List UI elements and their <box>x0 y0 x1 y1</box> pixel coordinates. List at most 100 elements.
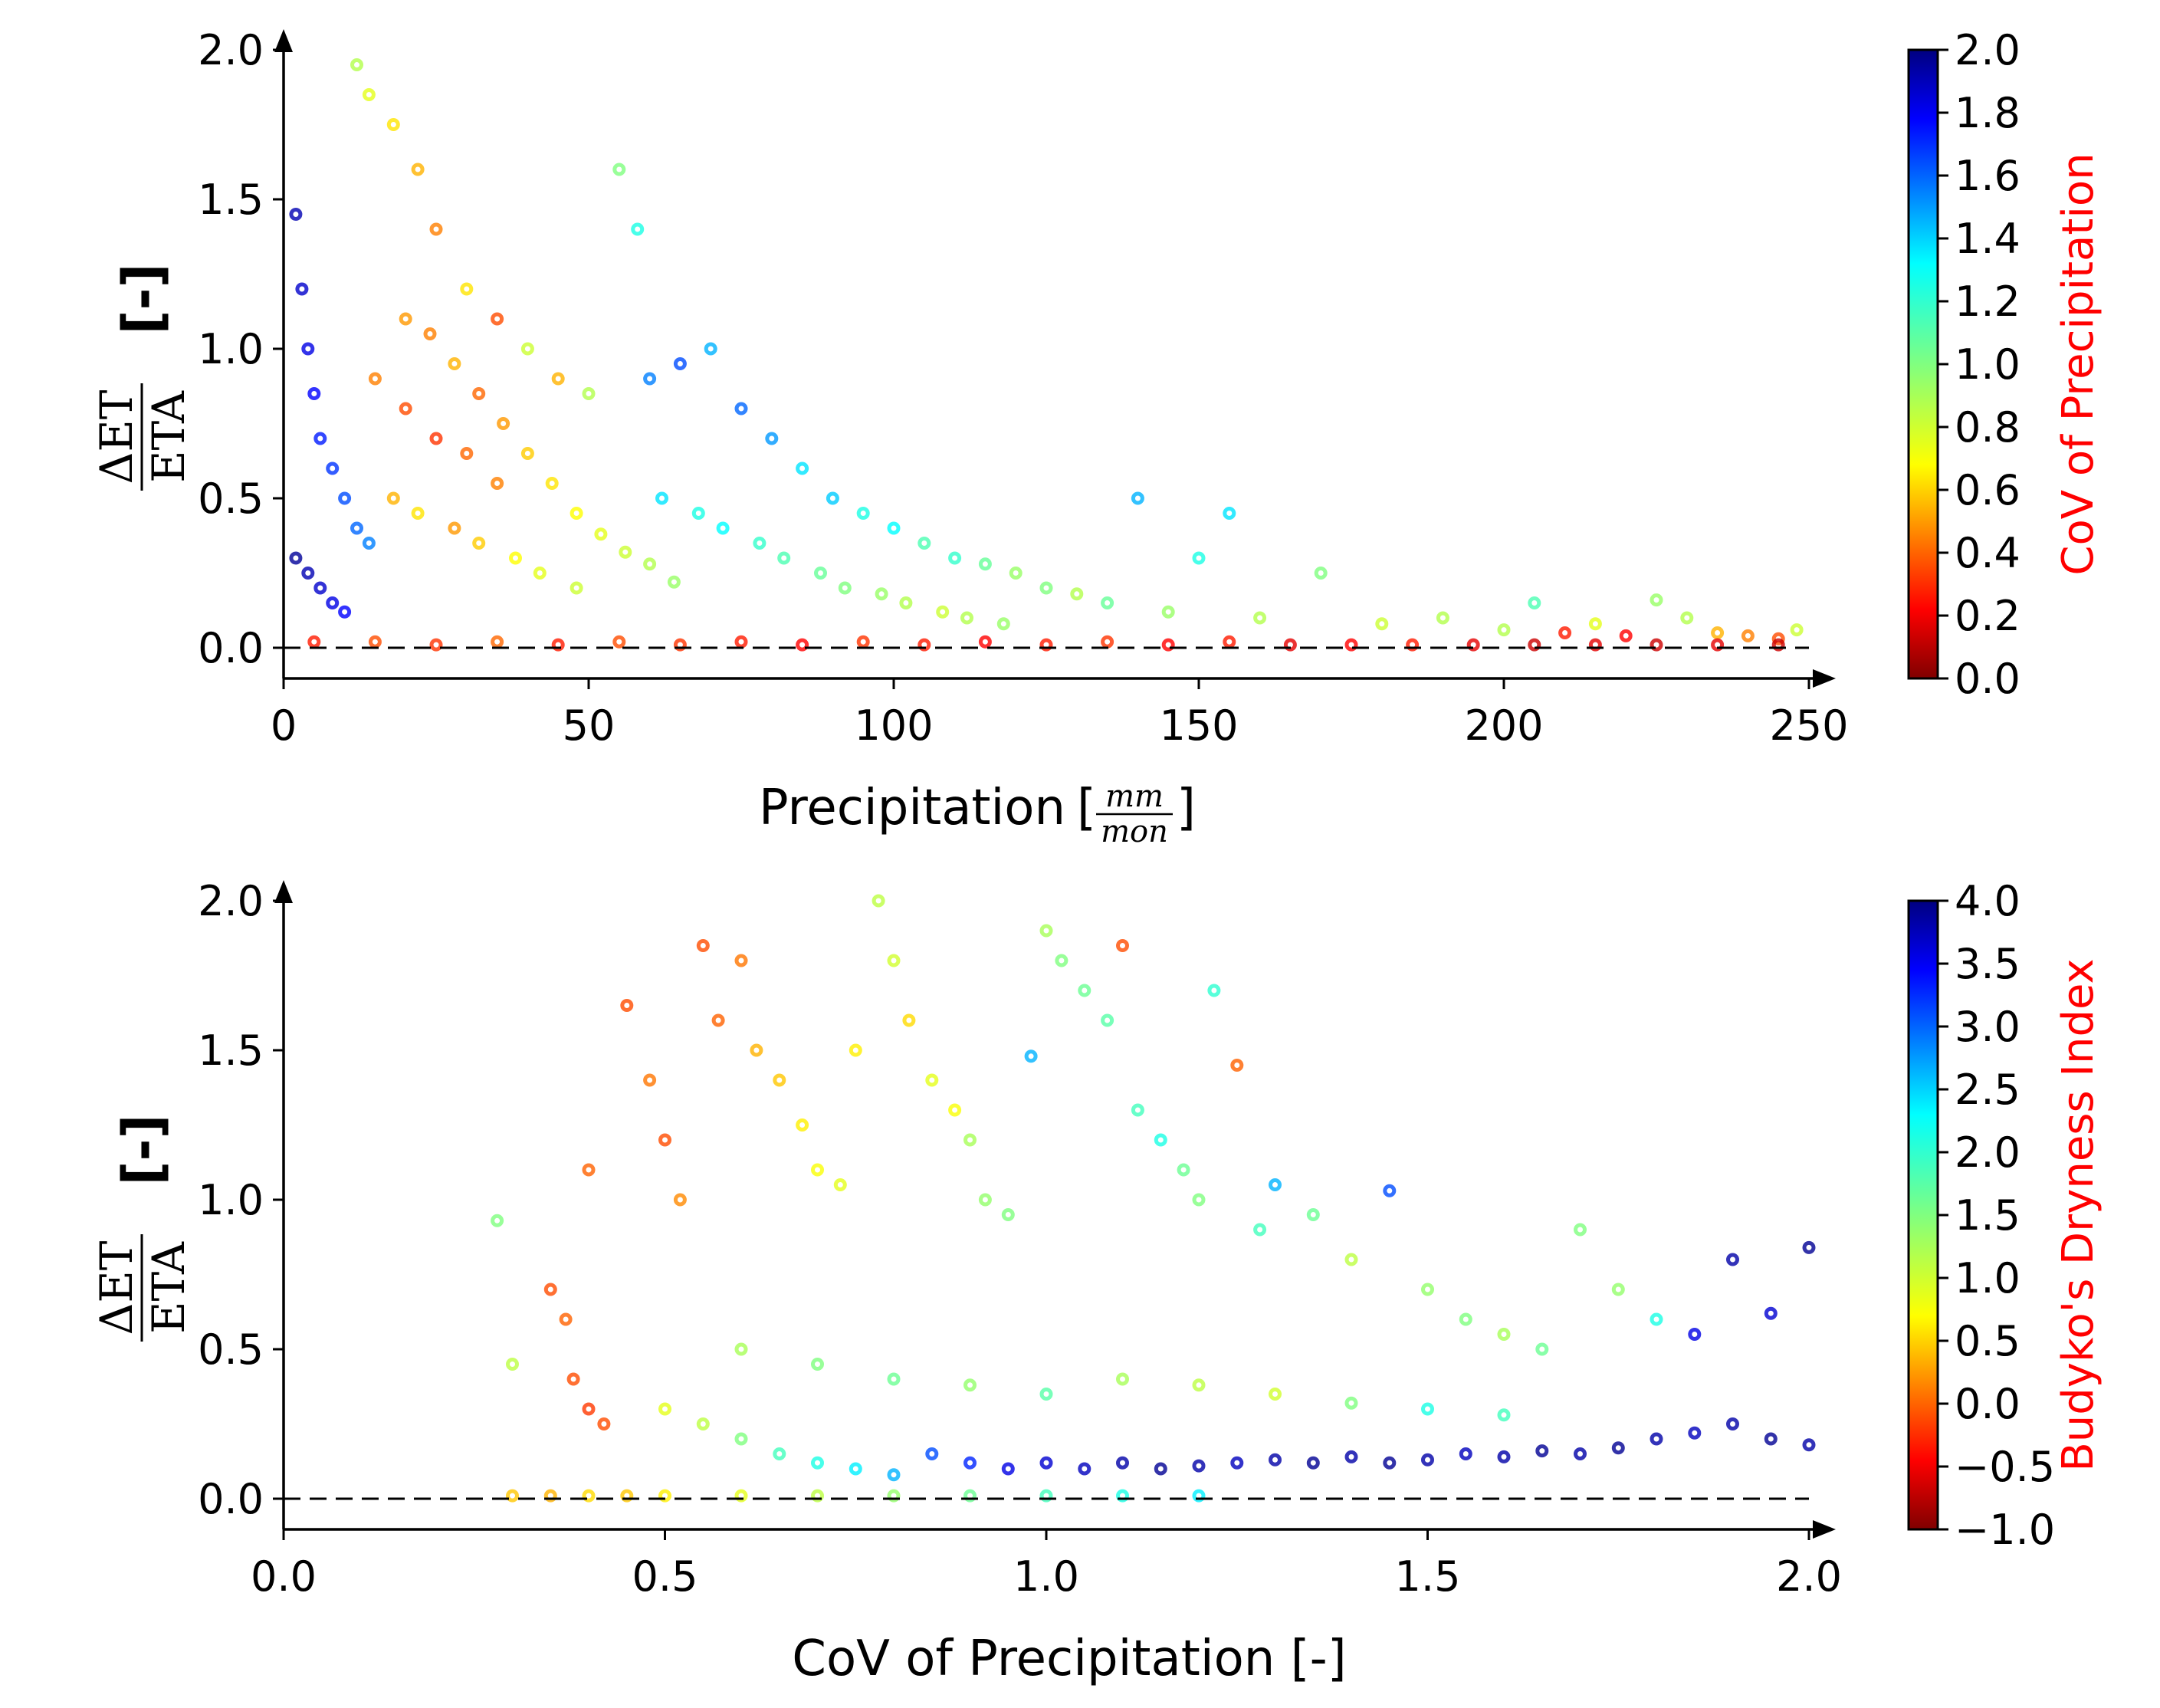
top-point-121 <box>667 575 681 589</box>
bottom-point-30 <box>1039 924 1053 938</box>
bottom-point-74 <box>1306 1456 1320 1470</box>
bottom-y-label: ΔET ETA [-] <box>90 1114 195 1342</box>
bottom-point-106 <box>887 1489 901 1503</box>
colorbar-tick-label: 0.8 <box>1955 403 2020 452</box>
bottom-y-arrow <box>274 880 293 903</box>
top-point-47 <box>918 537 931 550</box>
top-point-12 <box>326 596 340 609</box>
bottom-point-25 <box>948 1103 962 1117</box>
top-point-112 <box>448 357 461 370</box>
top-points <box>289 58 1804 652</box>
top-point-102 <box>1344 638 1358 652</box>
y-tick-label: 1.5 <box>198 176 264 224</box>
bottom-point-17 <box>796 1118 809 1132</box>
top-point-119 <box>619 545 632 559</box>
bottom-point-79 <box>1497 1450 1511 1463</box>
bottom-point-75 <box>1344 1450 1358 1463</box>
colorbar-tick-label: 0.4 <box>1955 529 2020 577</box>
top-point-6 <box>338 491 352 505</box>
bottom-point-36 <box>1154 1133 1167 1147</box>
colorbar-tick-label: 1.5 <box>1955 1191 2020 1240</box>
bottom-point-86 <box>1764 1432 1778 1446</box>
svg-text:[: [ <box>1077 780 1096 836</box>
top-point-42 <box>765 432 779 445</box>
bottom-x-label: CoV of Precipitation [-] <box>792 1631 1346 1687</box>
top-point-84 <box>1790 623 1804 637</box>
x-tick-label: 1.5 <box>1395 1552 1461 1601</box>
bottom-point-105 <box>811 1489 824 1503</box>
top-point-56 <box>838 581 852 595</box>
top-x-arrow <box>1813 669 1836 688</box>
bottom-point-10 <box>658 1133 671 1147</box>
top-point-82 <box>1741 629 1755 642</box>
bottom-point-16 <box>773 1073 786 1087</box>
bottom-point-100 <box>543 1489 557 1503</box>
top-point-113 <box>472 387 486 400</box>
bottom-point-43 <box>1306 1208 1320 1221</box>
bottom-point-87 <box>1802 1438 1816 1452</box>
top-x-label: Precipitation <box>759 780 1065 836</box>
top-point-4 <box>313 432 327 445</box>
bottom-point-51 <box>1611 1283 1625 1296</box>
top-point-5 <box>326 461 340 475</box>
bottom-point-78 <box>1459 1447 1472 1460</box>
top-point-1 <box>295 282 309 296</box>
colorbar-tick-label: 1.0 <box>1955 340 2020 389</box>
top-point-44 <box>826 491 839 505</box>
bottom-x-arrow <box>1813 1520 1836 1539</box>
colorbar-tick-label: 4.0 <box>1955 877 2020 925</box>
bottom-point-52 <box>1650 1312 1663 1326</box>
bottom-point-12 <box>696 939 710 952</box>
bottom-point-95 <box>1269 1388 1282 1401</box>
y-tick-label: 0.0 <box>198 1475 264 1523</box>
top-x-unit-num: mm <box>1105 779 1164 814</box>
top-point-31 <box>386 491 400 505</box>
bottom-point-33 <box>1101 1013 1114 1027</box>
top-point-117 <box>570 507 583 520</box>
bottom-points <box>491 894 1816 1503</box>
x-tick-label: 2.0 <box>1776 1552 1842 1601</box>
top-point-81 <box>1711 626 1725 639</box>
colorbar-tick-label: 0.0 <box>1955 655 2020 703</box>
top-point-18 <box>429 222 443 236</box>
bottom-point-31 <box>1055 954 1069 967</box>
bottom-point-14 <box>734 954 748 967</box>
bottom-point-49 <box>1535 1342 1549 1356</box>
bottom-point-77 <box>1421 1453 1434 1467</box>
bottom-point-62 <box>849 1462 862 1476</box>
top-point-23 <box>582 387 596 400</box>
top-point-36 <box>533 567 547 580</box>
top-point-92 <box>734 635 748 649</box>
bottom-point-60 <box>773 1447 786 1460</box>
bottom-point-8 <box>620 999 634 1012</box>
top-point-33 <box>448 521 461 535</box>
bottom-point-44 <box>1344 1253 1358 1266</box>
bottom-point-3 <box>559 1312 573 1326</box>
bottom-point-26 <box>963 1133 977 1147</box>
top-point-66 <box>1131 491 1144 505</box>
top-point-22 <box>551 372 565 386</box>
bottom-point-97 <box>1421 1402 1434 1416</box>
top-point-116 <box>545 477 559 490</box>
bottom-point-63 <box>887 1468 901 1482</box>
svg-text:ETA: ETA <box>143 390 195 483</box>
top-point-8 <box>362 537 376 550</box>
bottom-point-93 <box>1116 1372 1129 1386</box>
x-tick-label: 250 <box>1769 701 1848 750</box>
x-tick-label: 200 <box>1464 701 1543 750</box>
svg-text:]: ] <box>1177 780 1196 836</box>
top-point-72 <box>1375 617 1389 631</box>
top-point-91 <box>673 638 687 652</box>
bottom-point-94 <box>1192 1378 1206 1392</box>
colorbar-tick-label: 0.0 <box>1955 1380 2020 1428</box>
colorbar-tick-label: 0.5 <box>1955 1317 2020 1365</box>
top-point-37 <box>570 581 583 595</box>
bottom-point-29 <box>1024 1049 1038 1063</box>
top-point-20 <box>491 312 504 326</box>
bottom-point-69 <box>1116 1456 1129 1470</box>
bottom-point-38 <box>1192 1193 1206 1207</box>
top-point-32 <box>411 507 425 520</box>
bottom-point-92 <box>1039 1388 1053 1401</box>
y-tick-label: 1.5 <box>198 1026 264 1075</box>
bottom-point-7 <box>582 1163 596 1177</box>
